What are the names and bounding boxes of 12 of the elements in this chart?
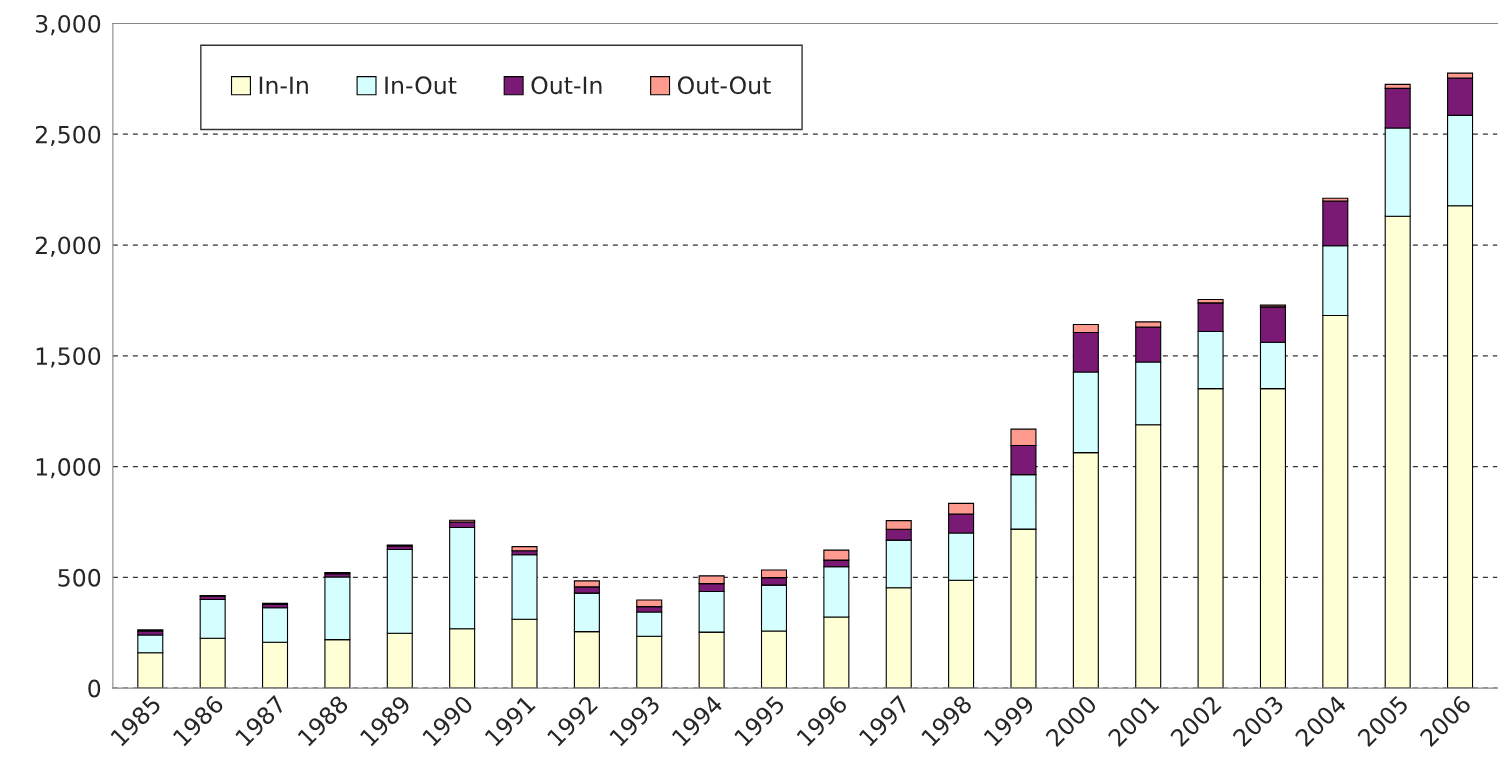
legend-label: In-Out: [385, 76, 457, 95]
legend-label: Out-In: [531, 76, 602, 95]
legend-label: In-In: [259, 76, 308, 94]
y-tick-label: 2,000: [35, 236, 101, 257]
y-tick-label: 1,500: [36, 347, 101, 368]
y-tick-label: 3,000: [35, 14, 101, 36]
y-tick-label: 0: [88, 679, 101, 698]
y-tick-label: 500: [58, 568, 101, 587]
y-tick-label: 2,500: [35, 125, 101, 146]
legend-label: Out-Out: [677, 76, 771, 95]
y-tick-label: 1,000: [36, 458, 101, 479]
bar: [511, 546, 538, 552]
